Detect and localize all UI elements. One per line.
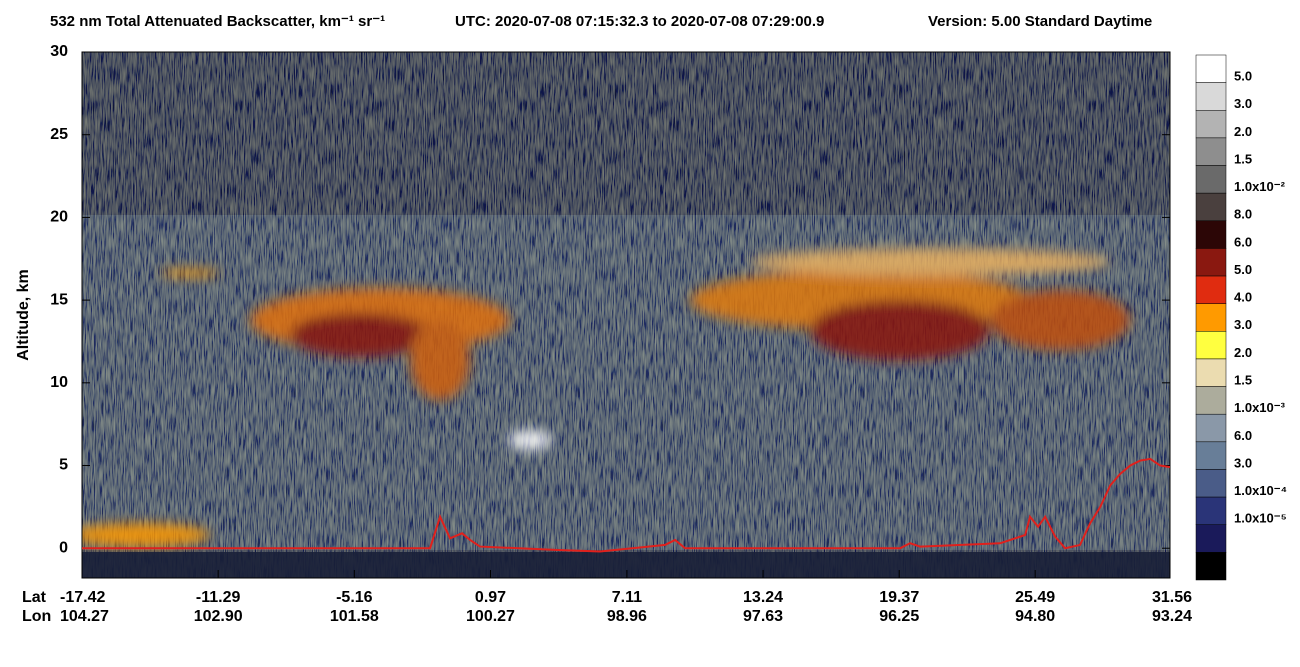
colorbar-swatch — [1195, 110, 1227, 139]
colorbar-label: 5.0 — [1234, 69, 1252, 84]
colorbar-label: 5.0 — [1234, 262, 1252, 277]
colorbar-label: 1.0x10⁻⁵ — [1234, 511, 1287, 526]
colorbar-label: 1.0x10⁻³ — [1234, 400, 1286, 415]
colorbar-swatch — [1195, 441, 1227, 470]
colorbar-swatch — [1195, 248, 1227, 277]
colorbar-label: 1.5 — [1234, 372, 1252, 387]
subsurface — [82, 552, 1170, 578]
y-tick-label: 15 — [50, 291, 68, 308]
x-tick-label: 0.97 — [475, 589, 506, 606]
y-tick-label: 20 — [50, 209, 68, 226]
colorbar-swatch — [1195, 469, 1227, 498]
y-tick-label: 10 — [50, 374, 68, 391]
colorbar-label: 3.0 — [1234, 96, 1252, 111]
surface-line — [82, 457, 1170, 553]
chart-title: 532 nm Total Attenuated Backscatter, km⁻… — [50, 13, 385, 30]
colorbar-swatch — [1195, 386, 1227, 415]
colorbar-swatch — [1195, 165, 1227, 194]
x-tick-label: 25.49 — [1015, 589, 1055, 606]
x-tick-label: -17.42 — [60, 589, 105, 606]
x-tick-label-lon: 98.96 — [607, 608, 647, 625]
colorbar-label: 6.0 — [1234, 428, 1252, 443]
x-tick-label: -11.29 — [196, 589, 241, 606]
x-tick-label: 13.24 — [743, 589, 783, 606]
x-tick-label-lon: 96.25 — [879, 608, 919, 625]
x-tick-label: 31.56 — [1152, 589, 1192, 606]
version: Version: 5.00 Standard Daytime — [928, 13, 1152, 30]
x-tick-label: -5.16 — [336, 589, 373, 606]
x-tick-label-lon: 104.27 — [60, 608, 109, 625]
colorbar-label: 6.0 — [1234, 234, 1252, 249]
colorbar-label: 8.0 — [1234, 207, 1252, 222]
colorbar-swatch — [1195, 524, 1227, 553]
colorbar-label: 3.0 — [1234, 455, 1252, 470]
colorbar-swatch — [1195, 192, 1227, 222]
colorbar-swatch — [1195, 137, 1227, 166]
colorbar-swatch — [1195, 220, 1227, 249]
y-axis-label: Altitude, km — [15, 269, 32, 361]
colorbar-swatch — [1195, 331, 1227, 360]
x-tick-label-lon: 94.80 — [1015, 608, 1055, 625]
y-tick-label: 5 — [59, 457, 68, 474]
x-tick-label-lon: 100.27 — [466, 608, 515, 625]
colorbar-label: 1.0x10⁻⁴ — [1234, 483, 1287, 498]
colorbar-swatch — [1195, 303, 1227, 332]
colorbar-label: 4.0 — [1234, 290, 1252, 305]
y-tick-label: 30 — [50, 43, 68, 60]
colorbar-label: 3.0 — [1234, 317, 1252, 332]
colorbar-swatch — [1195, 496, 1227, 525]
x-row-label: Lon — [22, 608, 51, 625]
colorbar-swatch — [1195, 552, 1227, 581]
plot-frame — [81, 51, 1171, 579]
x-tick-label-lon: 102.90 — [194, 608, 243, 625]
cloud-decoration — [82, 248, 1130, 547]
backscatter-image — [82, 52, 1170, 578]
x-row-label: Lat — [22, 589, 47, 606]
time-range: UTC: 2020-07-08 07:15:32.3 to 2020-07-08… — [455, 13, 824, 30]
x-tick-label-lon: 101.58 — [330, 608, 379, 625]
colorbar-label: 1.5 — [1234, 151, 1252, 166]
colorbar-label: 2.0 — [1234, 345, 1252, 360]
y-tick-label: 25 — [50, 126, 68, 143]
x-tick-label: 19.37 — [879, 589, 919, 606]
colorbar-label: 1.0x10⁻² — [1234, 179, 1286, 194]
colorbar-swatch — [1195, 275, 1227, 304]
x-tick-label-lon: 93.24 — [1152, 608, 1192, 625]
colorbar-swatch — [1195, 54, 1227, 83]
y-tick-label: 0 — [59, 539, 68, 556]
colorbar-swatch — [1195, 413, 1227, 443]
colorbar-label: 2.0 — [1234, 124, 1252, 139]
x-tick-label: 7.11 — [612, 589, 642, 606]
colorbar-swatch — [1195, 82, 1227, 111]
colorbar-swatch — [1195, 358, 1227, 387]
x-tick-label-lon: 97.63 — [743, 608, 783, 625]
